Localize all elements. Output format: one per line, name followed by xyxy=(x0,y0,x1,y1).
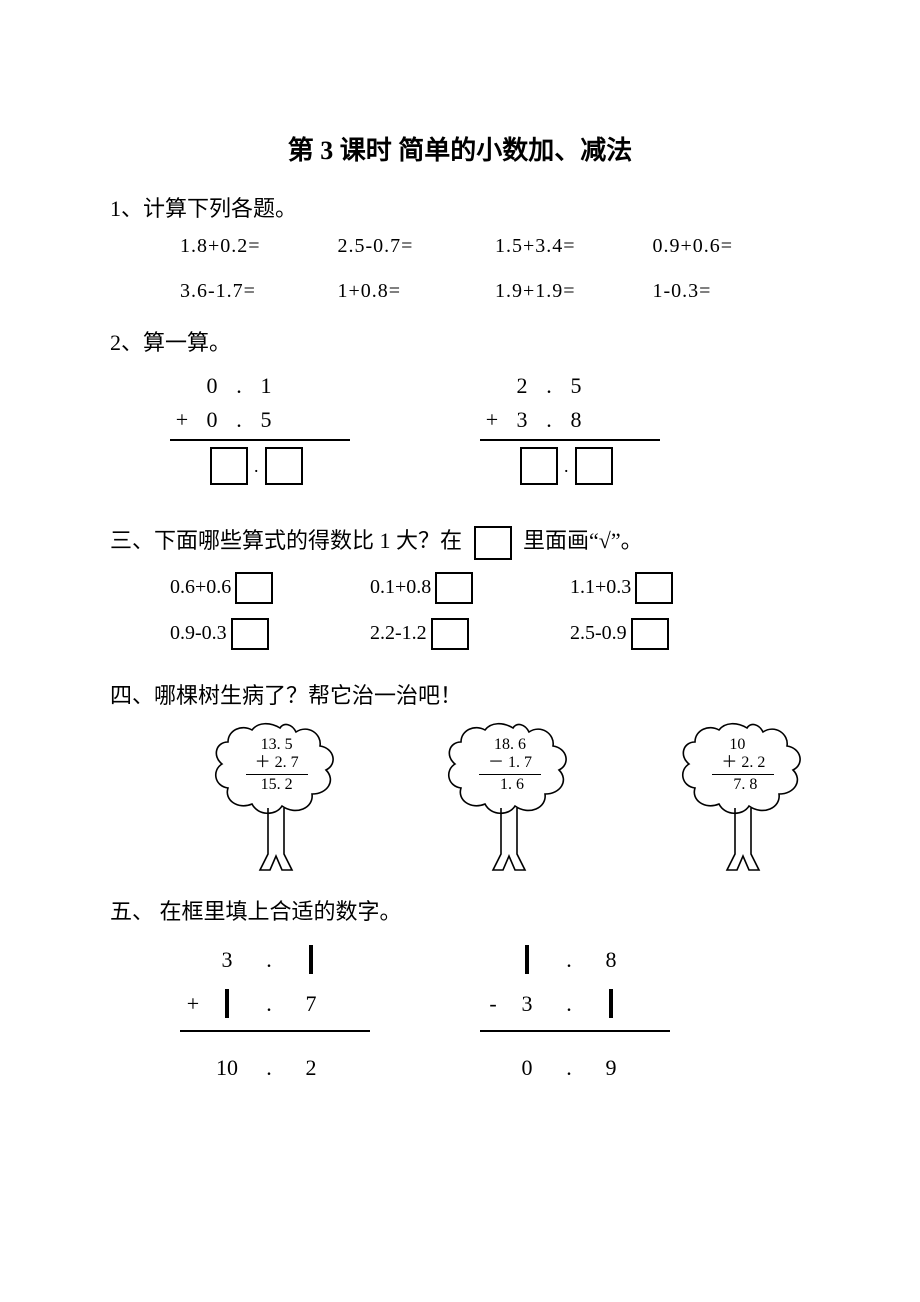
expr: 1.1+0.3 xyxy=(570,576,631,599)
digit: 3 xyxy=(510,407,540,433)
expr: 2.5-0.9 xyxy=(570,622,627,645)
rule-line xyxy=(170,439,350,441)
q3-item: 0.1+0.8 xyxy=(370,572,570,604)
check-box[interactable] xyxy=(631,618,669,650)
op-sign: - xyxy=(480,991,506,1017)
expr: 0.9-0.3 xyxy=(170,622,227,645)
decimal-point: . xyxy=(248,1055,290,1081)
check-box[interactable] xyxy=(235,572,273,604)
q1-item: 1.9+1.9= xyxy=(495,280,653,303)
decimal-point: . xyxy=(248,991,290,1017)
q1-item: 1.5+3.4= xyxy=(495,235,653,258)
digit: 8 xyxy=(564,407,594,433)
q1-item: 1+0.8= xyxy=(338,280,496,303)
q4-head: 四、哪棵树生病了？帮它治一治吧！ xyxy=(110,678,810,710)
rule-line xyxy=(480,439,660,441)
q2-head: 2、算一算。 xyxy=(110,325,810,357)
q1-grid: 1.8+0.2= 2.5-0.7= 1.5+3.4= 0.9+0.6= 3.6-… xyxy=(180,235,810,303)
digit: 2 xyxy=(510,373,540,399)
digit: 5 xyxy=(254,407,284,433)
q3-rows: 0.6+0.6 0.1+0.8 1.1+0.3 0.9-0.3 2.2-1.2 … xyxy=(170,572,810,650)
rule-line xyxy=(480,1030,670,1032)
digit: 0 xyxy=(200,407,230,433)
fill-box[interactable] xyxy=(309,945,313,974)
digit: 3 xyxy=(206,947,248,973)
op-sign: + xyxy=(180,991,206,1017)
tree: 18. 6 － 1. 7 1. 6 xyxy=(443,722,576,872)
answer-box[interactable] xyxy=(520,447,558,485)
decimal-point: . xyxy=(548,1055,590,1081)
q1-item: 2.5-0.7= xyxy=(338,235,496,258)
fill-box[interactable] xyxy=(525,945,529,974)
inline-box xyxy=(474,526,512,560)
digit: 1 xyxy=(254,373,284,399)
digit: . xyxy=(230,373,254,399)
q3-item: 2.5-0.9 xyxy=(570,618,770,650)
q1-item: 0.9+0.6= xyxy=(653,235,811,258)
digit: 0 xyxy=(200,373,230,399)
q1-item: 1.8+0.2= xyxy=(180,235,338,258)
q1-item: 1-0.3= xyxy=(653,280,811,303)
digit: 8 xyxy=(590,947,632,973)
q5-problem: .8 -3. 0.9 xyxy=(480,938,680,1090)
check-box[interactable] xyxy=(435,572,473,604)
digit: . xyxy=(540,407,564,433)
expr: 0.1+0.8 xyxy=(370,576,431,599)
digit: 7 xyxy=(290,991,332,1017)
page-title: 第 3 课时 简单的小数加、减法 xyxy=(110,130,810,167)
digit: 9 xyxy=(590,1055,632,1081)
digit: + xyxy=(480,407,510,433)
digit: 0 xyxy=(506,1055,548,1081)
q3-head: 三、下面哪些算式的得数比 1 大？在 里面画“√”。 xyxy=(110,523,810,560)
q2-wrap: 0 . 1 + 0 . 5 . 2 . 5 xyxy=(170,369,810,485)
q1-item: 3.6-1.7= xyxy=(180,280,338,303)
q3-item: 0.9-0.3 xyxy=(170,618,370,650)
q3-head-a: 三、下面哪些算式的得数比 1 大？在 xyxy=(110,528,462,553)
answer-box[interactable] xyxy=(575,447,613,485)
digit: 3 xyxy=(506,991,548,1017)
tree: 10 ＋ 2. 2 7. 8 xyxy=(677,722,810,872)
check-box[interactable] xyxy=(231,618,269,650)
q2-problem: 2 . 5 + 3 . 8 . xyxy=(480,369,670,485)
trees-row: 13. 5 ＋ 2. 7 15. 2 18. 6 － 1. 7 1. 6 10 … xyxy=(210,722,810,872)
q2-problem: 0 . 1 + 0 . 5 . xyxy=(170,369,360,485)
expr: 2.2-1.2 xyxy=(370,622,427,645)
fill-box[interactable] xyxy=(225,989,229,1018)
decimal-point: . xyxy=(548,947,590,973)
fill-box[interactable] xyxy=(609,989,613,1018)
rule-line xyxy=(180,1030,370,1032)
digit: + xyxy=(170,407,200,433)
q3-item: 2.2-1.2 xyxy=(370,618,570,650)
tree: 13. 5 ＋ 2. 7 15. 2 xyxy=(210,722,343,872)
tree-math: 10 ＋ 2. 2 7. 8 xyxy=(677,736,810,794)
q3-head-b: 里面画“√”。 xyxy=(523,528,643,553)
q3-item: 0.6+0.6 xyxy=(170,572,370,604)
check-box[interactable] xyxy=(431,618,469,650)
digit: . xyxy=(230,407,254,433)
digit: . xyxy=(540,373,564,399)
tree-math: 18. 6 － 1. 7 1. 6 xyxy=(443,736,576,794)
decimal-point: . xyxy=(248,947,290,973)
digit: 5 xyxy=(564,373,594,399)
digit: 2 xyxy=(290,1055,332,1081)
decimal-point: . xyxy=(254,456,259,477)
q5-head: 五、 在框里填上合适的数字。 xyxy=(110,894,810,926)
decimal-point: . xyxy=(548,991,590,1017)
digit: 10 xyxy=(206,1055,248,1081)
tree-math: 13. 5 ＋ 2. 7 15. 2 xyxy=(210,736,343,794)
q5-wrap: 3. +.7 10.2 .8 -3. 0.9 xyxy=(180,938,810,1090)
answer-box[interactable] xyxy=(210,447,248,485)
q5-problem: 3. +.7 10.2 xyxy=(180,938,380,1090)
expr: 0.6+0.6 xyxy=(170,576,231,599)
q1-head: 1、计算下列各题。 xyxy=(110,191,810,223)
check-box[interactable] xyxy=(635,572,673,604)
answer-box[interactable] xyxy=(265,447,303,485)
q3-item: 1.1+0.3 xyxy=(570,572,770,604)
decimal-point: . xyxy=(564,456,569,477)
